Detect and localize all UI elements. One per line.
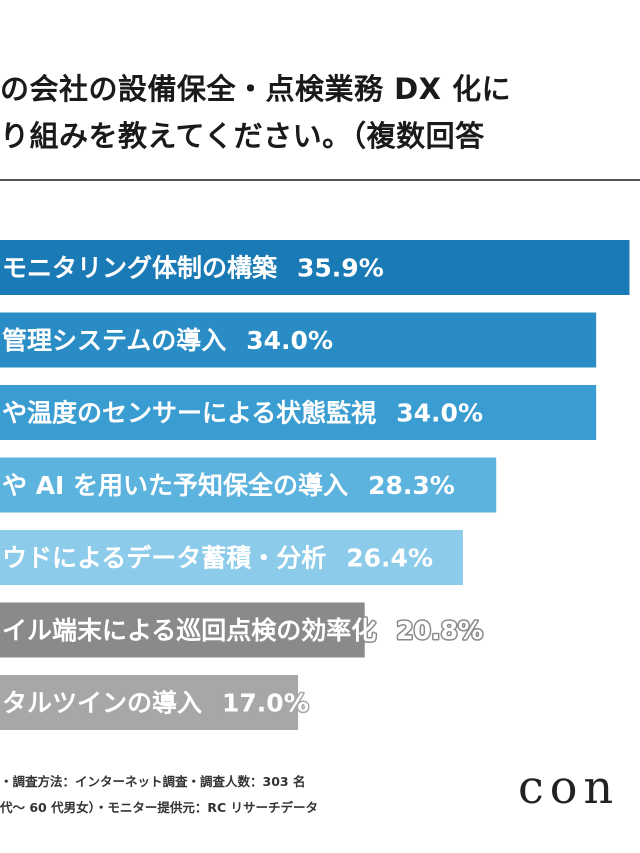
- survey-note-line-2: 代～ 60 代男女）・モニター提供元：RC リサーチデータ: [0, 800, 319, 815]
- bar: [0, 675, 299, 730]
- bar-label: や AI を用いた予知保全の導入 28.3%: [2, 471, 455, 500]
- bar-group: モニタリング体制の構築 35.9%: [0, 240, 630, 295]
- bar-group: タルツインの導入 17.0%: [0, 675, 310, 730]
- category-label: タルツインの導入: [2, 689, 202, 718]
- title-divider: [0, 179, 640, 181]
- value-label: 17.0%: [222, 689, 309, 718]
- value-label: 26.4%: [346, 544, 433, 573]
- bar-group: ウドによるデータ蓄積・分析 26.4%: [0, 530, 463, 585]
- category-label: イル端末による巡回点検の効率化: [2, 616, 376, 645]
- bar-label: タルツインの導入 17.0%: [2, 689, 309, 718]
- bar-label: モニタリング体制の構築 35.9%: [2, 254, 384, 283]
- value-label: 28.3%: [368, 471, 455, 500]
- bar: [0, 385, 597, 440]
- bar: [0, 240, 630, 295]
- bar-label: 管理システムの導入 34.0%: [2, 326, 333, 355]
- category-label: ウドによるデータ蓄積・分析: [2, 544, 326, 573]
- category-label: や AI を用いた予知保全の導入: [2, 471, 348, 500]
- bar: [0, 457, 497, 513]
- value-label: 35.9%: [297, 254, 384, 283]
- category-label: や温度のセンサーによる状態監視: [2, 399, 376, 428]
- bar: [0, 312, 597, 368]
- bar-label: ウドによるデータ蓄積・分析 26.4%: [2, 544, 433, 573]
- category-label: モニタリング体制の構築: [2, 254, 278, 283]
- chart-title-line-2: り組みを教えてください。（複数回答: [0, 119, 485, 153]
- survey-note-line-1: ・調査方法：インターネット調査・調査人数：303 名: [0, 774, 306, 789]
- value-label: 34.0%: [396, 399, 483, 428]
- bar: [0, 602, 365, 658]
- bar-group: や AI を用いた予知保全の導入 28.3%: [0, 457, 497, 513]
- bar: [0, 530, 463, 585]
- bar-group: 管理システムの導入 34.0%: [0, 312, 597, 368]
- bar-group: や温度のセンサーによる状態監視 34.0%: [0, 385, 597, 440]
- chart-title-line-1: の会社の設備保全・点検業務 DX 化に: [0, 72, 512, 106]
- bar-label: や温度のセンサーによる状態監視 34.0%: [2, 399, 483, 428]
- bar-label: イル端末による巡回点検の効率化 20.8%: [2, 616, 483, 645]
- value-label: 20.8%: [396, 616, 483, 645]
- value-label: 34.0%: [246, 326, 333, 355]
- category-label: 管理システムの導入: [2, 326, 226, 355]
- brand-logo: con: [518, 760, 620, 814]
- bar-group: イル端末による巡回点検の効率化 20.8%: [0, 602, 485, 658]
